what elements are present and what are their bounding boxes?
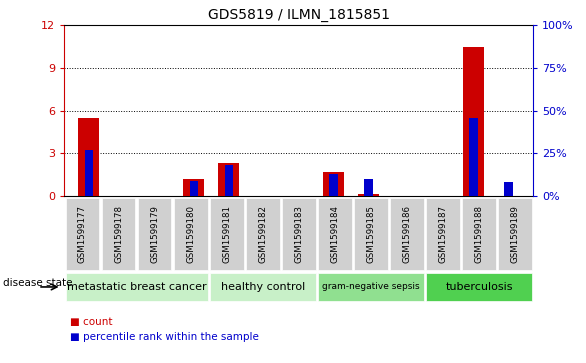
- Text: GSM1599178: GSM1599178: [114, 205, 123, 263]
- Text: gram-negative sepsis: gram-negative sepsis: [322, 282, 420, 291]
- Bar: [329, 174, 338, 196]
- Bar: [505, 182, 513, 196]
- Text: GSM1599185: GSM1599185: [366, 205, 376, 263]
- Bar: [219, 163, 240, 196]
- Text: GSM1599179: GSM1599179: [150, 205, 159, 263]
- Text: GSM1599177: GSM1599177: [78, 205, 87, 263]
- Bar: [323, 172, 345, 196]
- Text: disease state: disease state: [3, 278, 73, 288]
- Text: healthy control: healthy control: [221, 282, 305, 292]
- Bar: [84, 150, 93, 196]
- Text: GSM1599186: GSM1599186: [403, 205, 411, 263]
- Bar: [224, 165, 233, 196]
- Text: GSM1599187: GSM1599187: [438, 205, 448, 263]
- Text: GSM1599188: GSM1599188: [475, 205, 483, 263]
- Text: GSM1599184: GSM1599184: [331, 205, 339, 263]
- Bar: [183, 179, 205, 196]
- Title: GDS5819 / ILMN_1815851: GDS5819 / ILMN_1815851: [208, 8, 390, 22]
- Bar: [189, 181, 198, 196]
- Text: GSM1599180: GSM1599180: [186, 205, 195, 263]
- Text: tuberculosis: tuberculosis: [445, 282, 513, 292]
- Bar: [79, 118, 100, 196]
- Text: ■ count: ■ count: [70, 317, 113, 327]
- Bar: [358, 194, 379, 196]
- Bar: [469, 118, 478, 196]
- Bar: [364, 179, 373, 196]
- Text: GSM1599189: GSM1599189: [511, 205, 520, 263]
- Text: GSM1599183: GSM1599183: [294, 205, 304, 263]
- Text: metastatic breast cancer: metastatic breast cancer: [67, 282, 206, 292]
- Text: ■ percentile rank within the sample: ■ percentile rank within the sample: [70, 332, 259, 342]
- Bar: [464, 47, 484, 196]
- Text: GSM1599181: GSM1599181: [222, 205, 231, 263]
- Text: GSM1599182: GSM1599182: [258, 205, 267, 263]
